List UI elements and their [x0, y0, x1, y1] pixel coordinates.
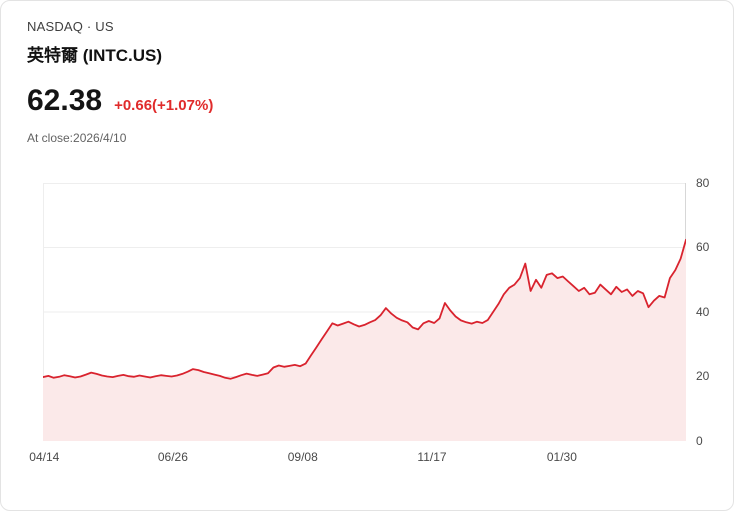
- exchange-label: NASDAQ · US: [27, 19, 114, 34]
- x-tick-label: 09/08: [287, 450, 318, 464]
- x-axis: 04/14 06/26 09/08 11/17 01/30: [29, 450, 686, 466]
- y-tick-label: 60: [696, 240, 710, 254]
- y-tick-label: 20: [696, 369, 710, 383]
- x-tick-label: 06/26: [157, 450, 188, 464]
- price-row: 62.38 +0.66(+1.07%): [27, 84, 733, 118]
- x-tick-label: 01/30: [546, 450, 577, 464]
- y-tick-label: 40: [696, 305, 710, 319]
- price-change: +0.66(+1.07%): [114, 97, 214, 114]
- quote-header: NASDAQ · US 英特爾 (INTC.US) 62.38 +0.66(+1…: [1, 1, 733, 145]
- stock-title: 英特爾 (INTC.US): [27, 46, 163, 65]
- x-tick-label: 04/14: [29, 450, 60, 464]
- y-tick-label: 0: [696, 434, 703, 448]
- y-tick-label: 80: [696, 176, 710, 190]
- x-tick-label: 11/17: [417, 450, 447, 464]
- last-price: 62.38: [27, 84, 103, 117]
- as-of-timestamp: At close:2026/4/10: [27, 131, 127, 145]
- price-line-chart[interactable]: [43, 183, 686, 441]
- chart-canvas[interactable]: [43, 183, 686, 441]
